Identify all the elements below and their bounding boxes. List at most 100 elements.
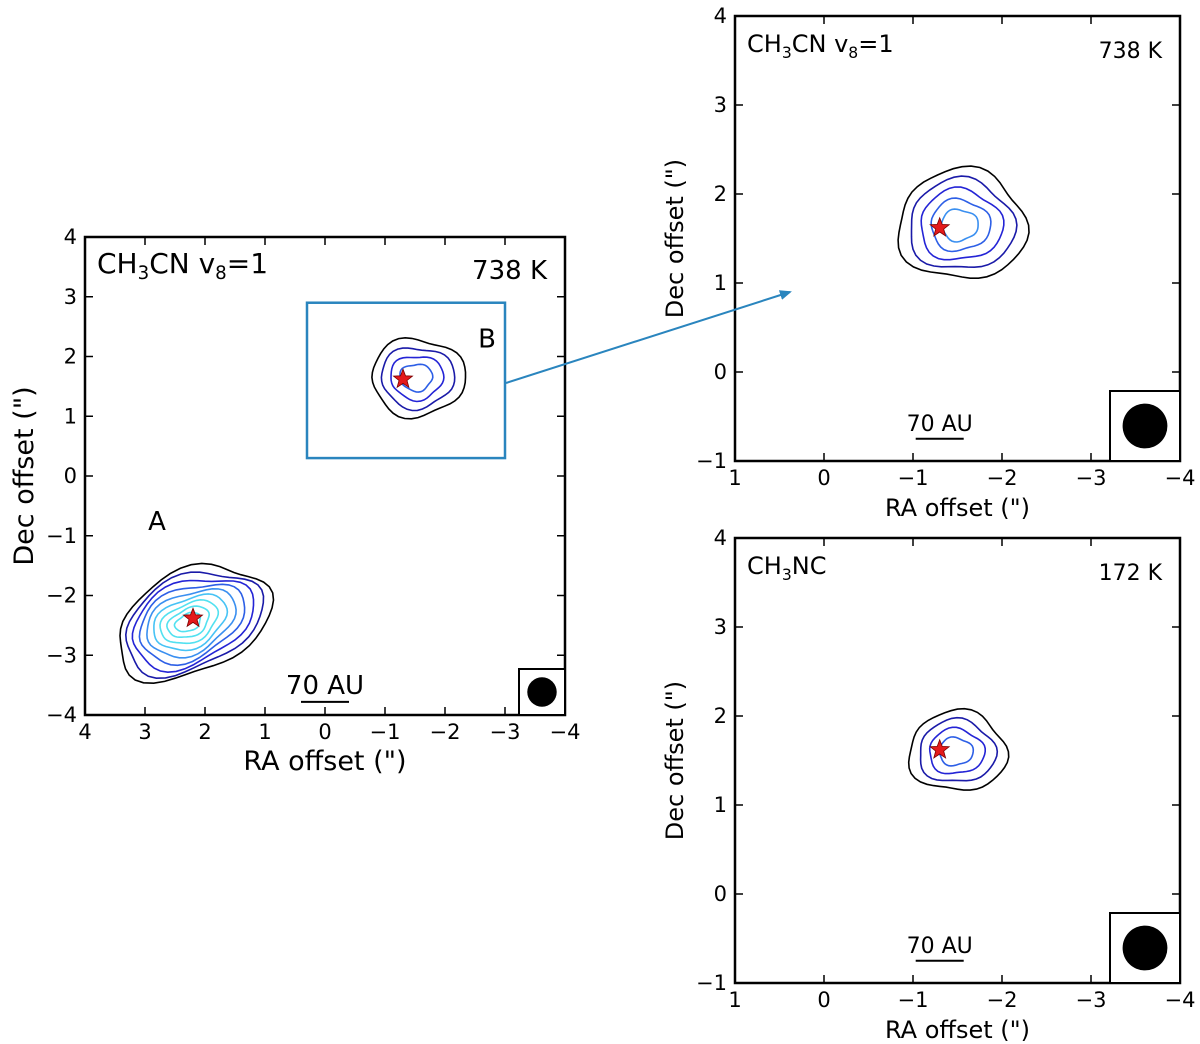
y-tick-label: 2 bbox=[714, 704, 727, 728]
scale-bar-label: 70 AU bbox=[286, 671, 364, 701]
x-axis-label: RA offset (") bbox=[243, 746, 406, 777]
x-tick-label: 3 bbox=[138, 720, 151, 744]
y-tick-label: −4 bbox=[46, 703, 77, 727]
species-title: CH3CN v8=1 bbox=[97, 247, 268, 284]
y-tick-label: 1 bbox=[714, 793, 727, 817]
x-tick-label: 4 bbox=[78, 720, 91, 744]
zoom-arrow bbox=[505, 290, 792, 384]
y-axis-label: Dec offset (") bbox=[661, 681, 689, 840]
x-tick-label: 1 bbox=[728, 988, 741, 1012]
contour-level bbox=[153, 593, 229, 652]
x-tick-label: −4 bbox=[1165, 466, 1196, 490]
species-title: CH3CN v8=1 bbox=[747, 30, 894, 62]
x-tick-label: −1 bbox=[898, 988, 929, 1012]
contour-level bbox=[919, 716, 999, 782]
contour-level bbox=[124, 571, 265, 680]
y-tick-label: 0 bbox=[714, 360, 727, 384]
temperature-label: 738 K bbox=[1099, 39, 1163, 64]
contour-level bbox=[390, 356, 445, 403]
source-label: B bbox=[478, 325, 496, 355]
y-tick-label: −3 bbox=[46, 643, 77, 667]
x-tick-label: −2 bbox=[430, 720, 461, 744]
contour-level bbox=[131, 579, 255, 674]
y-tick-label: −1 bbox=[696, 449, 727, 473]
contour-level bbox=[380, 347, 456, 412]
contour-level bbox=[907, 707, 1010, 791]
x-tick-label: 0 bbox=[817, 466, 830, 490]
beam-box bbox=[1109, 390, 1181, 462]
x-tick-label: −1 bbox=[370, 720, 401, 744]
y-tick-label: 0 bbox=[714, 882, 727, 906]
temperature-label: 172 K bbox=[1099, 561, 1163, 586]
y-tick-label: 3 bbox=[64, 285, 77, 309]
contour-level bbox=[138, 583, 246, 667]
beam-ellipse bbox=[527, 677, 557, 707]
source-label: A bbox=[148, 507, 166, 537]
species-text: CH bbox=[97, 247, 138, 280]
contour-level bbox=[897, 165, 1030, 279]
zoom-region-box bbox=[305, 301, 507, 460]
temperature-label: 738 K bbox=[472, 256, 548, 286]
subscript: 8 bbox=[215, 263, 227, 284]
contour-level bbox=[938, 736, 975, 767]
panel-bottom-right: 1 0 −1 −2 −3 −4 −1 0 1 2 3 4 RA offset (") Dec offset… bbox=[661, 526, 1195, 1044]
panel-left: A B 4 3 2 1 0 −1 −2 −3 −4 −4 −3 −2 −1 0 1 2 3 4 RA offset ("… bbox=[9, 225, 580, 777]
contour-level bbox=[159, 598, 220, 645]
species-text: CH bbox=[747, 552, 782, 580]
x-tick-label: −4 bbox=[550, 720, 581, 744]
beam-ellipse bbox=[1122, 403, 1168, 449]
y-tick-label: −1 bbox=[46, 524, 77, 548]
plot-frame bbox=[733, 14, 1182, 463]
x-axis-label: RA offset (") bbox=[885, 1016, 1030, 1044]
species-text: CH bbox=[747, 30, 782, 58]
scale-bar-label: 70 AU bbox=[907, 412, 973, 437]
x-tick-label: 1 bbox=[728, 466, 741, 490]
contour-level bbox=[119, 562, 275, 685]
y-tick-label: 2 bbox=[714, 182, 727, 206]
y-tick-label: 4 bbox=[64, 225, 77, 249]
x-tick-label: −2 bbox=[987, 988, 1018, 1012]
source-star-marker bbox=[929, 216, 951, 237]
subscript: 3 bbox=[782, 44, 792, 62]
contour-level bbox=[146, 587, 237, 659]
contour-level bbox=[910, 175, 1018, 269]
plot-frame bbox=[83, 235, 567, 717]
scale-bar-label: 70 AU bbox=[907, 934, 973, 959]
source-star-marker bbox=[929, 738, 951, 759]
species-text: =1 bbox=[858, 30, 893, 58]
y-tick-label: 1 bbox=[714, 271, 727, 295]
x-tick-label: 0 bbox=[817, 988, 830, 1012]
x-axis-label: RA offset (") bbox=[885, 494, 1030, 522]
y-tick-label: 4 bbox=[714, 4, 727, 28]
source-star-marker bbox=[392, 368, 414, 389]
species-text: CN v bbox=[149, 247, 215, 280]
y-tick-label: 3 bbox=[714, 615, 727, 639]
contour-level bbox=[166, 605, 211, 638]
y-tick-label: 3 bbox=[714, 93, 727, 117]
x-tick-label: −1 bbox=[898, 466, 929, 490]
species-title: CH3NC bbox=[747, 552, 826, 584]
y-tick-label: 0 bbox=[64, 464, 77, 488]
y-tick-label: 2 bbox=[64, 345, 77, 369]
x-tick-label: 2 bbox=[198, 720, 211, 744]
x-tick-label: −3 bbox=[1076, 466, 1107, 490]
contour-level bbox=[920, 186, 1005, 261]
subscript: 8 bbox=[848, 44, 858, 62]
panel-top-right: 1 0 −1 −2 −3 −4 −1 0 1 2 3 4 RA offset (") Dec offset… bbox=[661, 4, 1195, 522]
source-star-marker bbox=[182, 607, 204, 628]
contour-level bbox=[928, 726, 986, 775]
x-tick-label: 1 bbox=[258, 720, 271, 744]
x-tick-label: −4 bbox=[1165, 988, 1196, 1012]
subscript: 3 bbox=[138, 263, 150, 284]
subscript: 3 bbox=[782, 566, 792, 584]
x-tick-label: −2 bbox=[987, 466, 1018, 490]
y-tick-label: 1 bbox=[64, 404, 77, 428]
species-text: NC bbox=[792, 552, 827, 580]
contour-level bbox=[371, 336, 467, 420]
y-tick-label: −1 bbox=[696, 971, 727, 995]
y-axis-label: Dec offset (") bbox=[661, 159, 689, 318]
y-tick-label: 4 bbox=[714, 526, 727, 550]
x-tick-label: −3 bbox=[490, 720, 521, 744]
species-text: =1 bbox=[227, 247, 268, 280]
